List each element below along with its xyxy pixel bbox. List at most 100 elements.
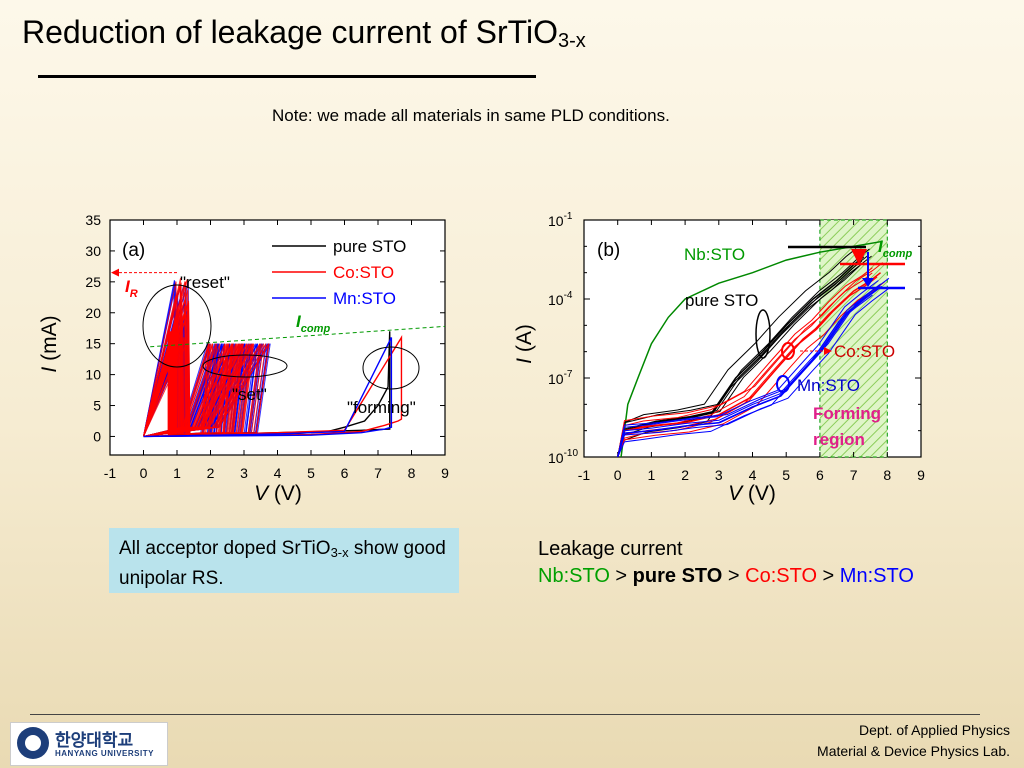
x-axis-label-b-unit: (V) xyxy=(742,482,776,505)
slide-title: Reduction of leakage current of SrTiO3-x xyxy=(22,14,586,53)
series-line-b xyxy=(617,283,882,457)
y-tick-base: 10 xyxy=(548,450,564,466)
series-line-b xyxy=(617,287,890,457)
y-tick-label-a: 10 xyxy=(85,367,101,383)
title-subscript: 3-x xyxy=(557,30,586,52)
y-tick-base: 10 xyxy=(548,213,564,229)
title-main: Reduction of leakage current of SrTiO xyxy=(22,14,558,50)
ir-label: IR xyxy=(125,277,138,300)
x-tick-label-a: 2 xyxy=(207,465,215,481)
y-tick-label-b: 10-4 xyxy=(548,290,573,308)
icomp-label-b-sub: comp xyxy=(883,248,913,260)
series-line-b xyxy=(617,260,863,457)
x-tick-label-a: 8 xyxy=(408,465,416,481)
x-tick-label-b: -1 xyxy=(578,467,591,483)
leakage-order-item: Mn:STO xyxy=(839,565,914,587)
icomp-label-a-main: I xyxy=(296,312,302,331)
ir-label-sub: R xyxy=(130,288,138,300)
leakage-summary: Leakage current Nb:STO > pure STO > Co:S… xyxy=(538,536,914,590)
icomp-label-a-sub: comp xyxy=(301,323,331,335)
x-tick-label-b: 7 xyxy=(850,467,858,483)
series-line-b xyxy=(616,256,865,457)
x-axis-label-a: V (V) xyxy=(254,482,302,505)
forming-ellipse xyxy=(362,346,420,390)
x-tick-label-a: 3 xyxy=(240,465,248,481)
series-line-b xyxy=(617,272,873,457)
ir-label-main: I xyxy=(125,277,131,296)
university-logo: 한양대학교 HANYANG UNIVERSITY xyxy=(10,722,168,766)
summary-text-2: show good unipolar RS. xyxy=(119,538,446,589)
legend-label-a: Mn:STO xyxy=(333,289,396,308)
y-tick-label-a: 35 xyxy=(85,212,101,228)
icomp-line-a xyxy=(150,325,446,348)
panel-label-a: (a) xyxy=(122,240,145,261)
series-line-a xyxy=(143,335,403,438)
series-line-b xyxy=(617,285,883,457)
pure-ellipse xyxy=(755,309,771,359)
x-tick-label-a: 9 xyxy=(441,465,449,481)
y-axis-label-a-var: I xyxy=(38,367,61,373)
x-tick-label-b: 2 xyxy=(681,467,689,483)
x-tick-label-b: 9 xyxy=(917,467,925,483)
forming-region-label-1: Forming xyxy=(813,404,881,423)
leakage-order-item: > xyxy=(609,565,633,587)
series-line-b xyxy=(617,277,890,457)
dept-line-1: Dept. of Applied Physics xyxy=(859,722,1010,738)
forming-region-label-2: region xyxy=(813,430,865,449)
leakage-title: Leakage current xyxy=(538,538,683,560)
forming-label: "forming" xyxy=(347,398,416,417)
label-pure: pure STO xyxy=(685,291,758,310)
summary-subscript: 3-x xyxy=(330,545,349,560)
series-group-a xyxy=(143,277,403,438)
y-tick-base: 10 xyxy=(548,292,564,308)
reset-ellipse xyxy=(142,284,212,368)
y-axis-label-b: I (A) xyxy=(513,324,536,364)
x-tick-label-a: 6 xyxy=(341,465,349,481)
series-line-a xyxy=(143,337,393,438)
y-tick-label-a: 0 xyxy=(93,428,101,444)
note-text: Note: we made all materials in same PLD … xyxy=(272,106,670,125)
summary-text-1: All acceptor doped SrTiO xyxy=(119,538,331,559)
x-tick-label-a: 7 xyxy=(374,465,382,481)
series-group-b xyxy=(616,240,890,457)
y-tick-label-b: 10-10 xyxy=(548,448,578,466)
label-mn: Mn:STO xyxy=(797,376,860,395)
logo-korean: 한양대학교 xyxy=(55,731,134,750)
series-line-b xyxy=(620,240,881,457)
y-tick-base: 10 xyxy=(548,371,564,387)
y-tick-exponent: -4 xyxy=(564,290,573,301)
icomp-label-b: Icomp xyxy=(878,237,912,260)
y-axis-label-a-unit: (mA) xyxy=(38,315,61,366)
y-tick-label-a: 15 xyxy=(85,336,101,352)
dept-line-2: Material & Device Physics Lab. xyxy=(817,743,1010,759)
legend-label-a: pure STO xyxy=(333,237,406,256)
x-tick-label-b: 3 xyxy=(715,467,723,483)
co-marker xyxy=(781,342,795,360)
panel-label-b: (b) xyxy=(597,240,620,261)
leakage-order-item: Co:STO xyxy=(745,565,817,587)
series-line-b xyxy=(617,267,873,457)
y-tick-exponent: -1 xyxy=(564,211,573,222)
y-tick-label-a: 25 xyxy=(85,274,101,290)
icomp-label-b-main: I xyxy=(878,237,884,256)
icomp-label-a: Icomp xyxy=(296,312,330,335)
leakage-order-item: > xyxy=(722,565,746,587)
series-line-b xyxy=(617,280,879,457)
y-tick-label-a: 5 xyxy=(93,398,101,414)
mn-marker xyxy=(776,375,790,393)
x-tick-label-a: 4 xyxy=(274,465,282,481)
leakage-order: Nb:STO > pure STO > Co:STO > Mn:STO xyxy=(538,563,914,590)
y-tick-label-b: 10-7 xyxy=(548,369,573,387)
set-ellipse xyxy=(202,354,288,378)
y-tick-exponent: -7 xyxy=(564,369,573,380)
department-info: Dept. of Applied Physics Material & Devi… xyxy=(817,720,1010,762)
summary-box: All acceptor doped SrTiO3-x show good un… xyxy=(109,528,459,593)
x-axis-label-a-var: V xyxy=(254,482,270,505)
x-axis-label-b-var: V xyxy=(728,482,744,505)
legend-label-a: Co:STO xyxy=(333,263,394,282)
icomp-arrowhead-blue xyxy=(862,278,874,287)
y-axis-label-b-unit: (A) xyxy=(513,324,536,358)
series-line-b xyxy=(617,262,883,457)
label-nb: Nb:STO xyxy=(684,245,745,264)
